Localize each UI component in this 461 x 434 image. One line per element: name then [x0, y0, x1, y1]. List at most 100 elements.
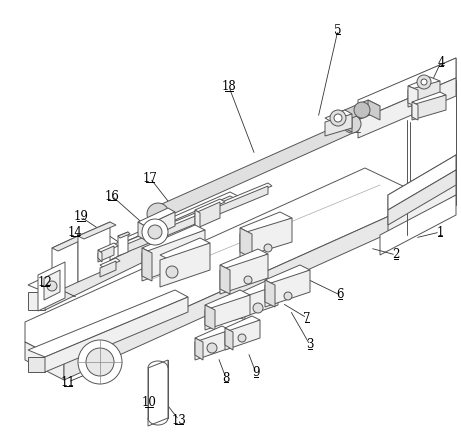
- Polygon shape: [142, 230, 205, 281]
- Circle shape: [253, 303, 263, 313]
- Polygon shape: [358, 58, 456, 120]
- Polygon shape: [145, 212, 175, 240]
- Polygon shape: [28, 292, 45, 310]
- Polygon shape: [25, 168, 407, 362]
- Polygon shape: [388, 155, 456, 215]
- Circle shape: [166, 266, 178, 278]
- Polygon shape: [240, 218, 292, 258]
- Polygon shape: [220, 265, 230, 294]
- Circle shape: [142, 219, 168, 245]
- Polygon shape: [195, 330, 230, 360]
- Polygon shape: [408, 86, 418, 107]
- Polygon shape: [408, 77, 440, 90]
- Polygon shape: [220, 249, 268, 270]
- Circle shape: [354, 102, 370, 118]
- Polygon shape: [118, 232, 130, 238]
- Polygon shape: [195, 326, 230, 342]
- Polygon shape: [235, 280, 278, 300]
- Polygon shape: [138, 222, 145, 240]
- Polygon shape: [120, 183, 272, 247]
- Polygon shape: [340, 112, 352, 132]
- Circle shape: [330, 110, 346, 126]
- Circle shape: [244, 276, 252, 284]
- Polygon shape: [98, 246, 114, 262]
- Text: 19: 19: [74, 210, 89, 224]
- Text: 17: 17: [142, 171, 158, 184]
- Polygon shape: [340, 100, 380, 118]
- Polygon shape: [412, 95, 446, 120]
- Polygon shape: [195, 199, 225, 213]
- Polygon shape: [220, 254, 268, 294]
- Text: 1: 1: [436, 226, 443, 239]
- Text: 11: 11: [61, 375, 76, 388]
- Polygon shape: [235, 295, 245, 320]
- Text: 18: 18: [222, 80, 236, 93]
- Text: 5: 5: [334, 23, 342, 36]
- Polygon shape: [155, 118, 355, 222]
- Circle shape: [86, 348, 114, 376]
- Polygon shape: [360, 58, 456, 122]
- Polygon shape: [325, 114, 352, 136]
- Polygon shape: [52, 236, 78, 294]
- Polygon shape: [28, 290, 188, 357]
- Polygon shape: [235, 285, 278, 320]
- Text: 9: 9: [252, 366, 260, 379]
- Polygon shape: [388, 155, 456, 210]
- Polygon shape: [205, 295, 250, 330]
- Circle shape: [417, 75, 431, 89]
- Circle shape: [78, 340, 122, 384]
- Polygon shape: [98, 243, 118, 253]
- Polygon shape: [142, 225, 205, 253]
- Polygon shape: [408, 81, 440, 107]
- Circle shape: [238, 334, 246, 342]
- Circle shape: [343, 115, 361, 133]
- Polygon shape: [120, 192, 238, 244]
- Circle shape: [284, 292, 292, 300]
- Circle shape: [147, 203, 169, 225]
- Text: 6: 6: [336, 289, 344, 302]
- Circle shape: [148, 225, 162, 239]
- Polygon shape: [118, 232, 128, 256]
- Polygon shape: [28, 357, 45, 372]
- Polygon shape: [240, 212, 292, 234]
- Polygon shape: [160, 238, 210, 260]
- Text: 3: 3: [306, 339, 314, 352]
- Polygon shape: [240, 228, 252, 258]
- Circle shape: [334, 114, 342, 122]
- Polygon shape: [412, 102, 418, 120]
- Polygon shape: [368, 100, 380, 120]
- Circle shape: [421, 79, 427, 85]
- Polygon shape: [28, 225, 168, 292]
- Polygon shape: [120, 186, 268, 255]
- Polygon shape: [148, 360, 168, 426]
- Polygon shape: [205, 290, 250, 310]
- Polygon shape: [138, 208, 175, 226]
- Text: 4: 4: [437, 56, 445, 69]
- Polygon shape: [265, 265, 310, 285]
- Circle shape: [264, 244, 272, 252]
- Polygon shape: [388, 170, 456, 225]
- Polygon shape: [45, 232, 168, 310]
- Text: 2: 2: [392, 249, 400, 262]
- Polygon shape: [78, 222, 116, 239]
- Polygon shape: [358, 78, 456, 138]
- Polygon shape: [195, 338, 203, 360]
- Polygon shape: [100, 261, 116, 277]
- Polygon shape: [64, 208, 407, 380]
- Circle shape: [207, 343, 217, 353]
- Polygon shape: [120, 196, 238, 248]
- Polygon shape: [38, 262, 65, 311]
- Polygon shape: [265, 280, 275, 307]
- Text: 7: 7: [303, 312, 311, 325]
- Polygon shape: [195, 210, 200, 229]
- Polygon shape: [44, 270, 60, 300]
- Text: 10: 10: [142, 397, 156, 410]
- Polygon shape: [325, 110, 352, 122]
- Polygon shape: [205, 305, 215, 330]
- Polygon shape: [265, 270, 310, 307]
- Text: 14: 14: [68, 226, 83, 239]
- Polygon shape: [225, 328, 233, 350]
- Polygon shape: [100, 258, 120, 268]
- Text: 13: 13: [171, 414, 186, 427]
- Text: 16: 16: [105, 190, 119, 203]
